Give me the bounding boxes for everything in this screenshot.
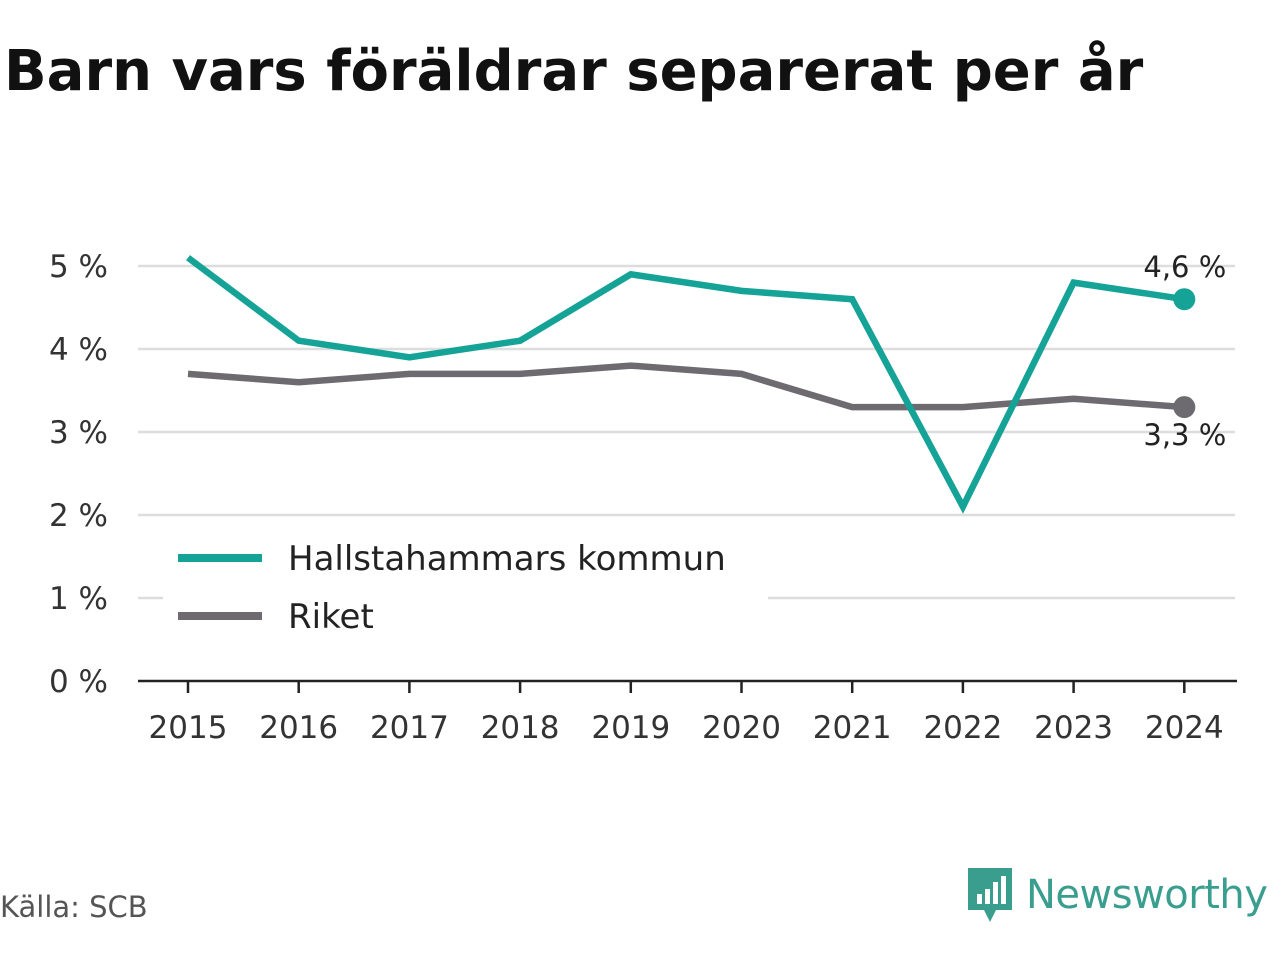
end-value-label: 3,3 % [1143,418,1226,452]
legend-label: Hallstahammars kommun [288,539,726,579]
x-axis: 2015 2016 2017 2018 2019 2020 2021 2022 2023 2024 [138,679,1237,746]
brand[interactable]: Newsworthy [964,864,1268,926]
end-labels: 4,6 % 3,3 % [1143,250,1226,452]
x-tick-label: 2019 [591,710,670,746]
series-lines [186,255,1196,514]
x-tick-label: 2018 [481,710,560,746]
series-end-point [1173,396,1196,419]
series-line [187,362,1185,411]
source-label: Källa: SCB [0,890,148,924]
brand-name: Newsworthy [1026,872,1268,918]
x-tick-label: 2024 [1145,710,1224,746]
y-tick-label: 1 % [49,581,108,617]
x-tick-label: 2015 [149,710,228,746]
x-tick-label: 2016 [259,710,338,746]
x-tick-label: 2020 [702,710,781,746]
y-tick-label: 3 % [49,415,108,451]
legend: Hallstahammars kommun Riket [163,530,768,648]
x-tick-label: 2017 [370,710,449,746]
x-tick-label: 2023 [1034,710,1113,746]
newsworthy-logo-icon [968,868,1012,922]
y-tick-label: 4 % [49,332,108,368]
chart-title: Barn vars föräldrar separerat per år [4,39,1144,104]
x-tick-label: 2021 [813,710,892,746]
y-tick-label: 0 % [49,664,108,700]
end-value-label: 4,6 % [1143,250,1226,284]
series-line [186,255,1185,514]
legend-background [163,530,768,648]
y-axis-ticks: 0 % 1 % 2 % 3 % 4 % 5 % [49,249,108,700]
y-tick-label: 5 % [49,249,108,285]
x-tick-label: 2022 [923,710,1002,746]
legend-label: Riket [288,597,374,637]
y-tick-label: 2 % [49,498,108,534]
series-end-point [1173,288,1196,311]
